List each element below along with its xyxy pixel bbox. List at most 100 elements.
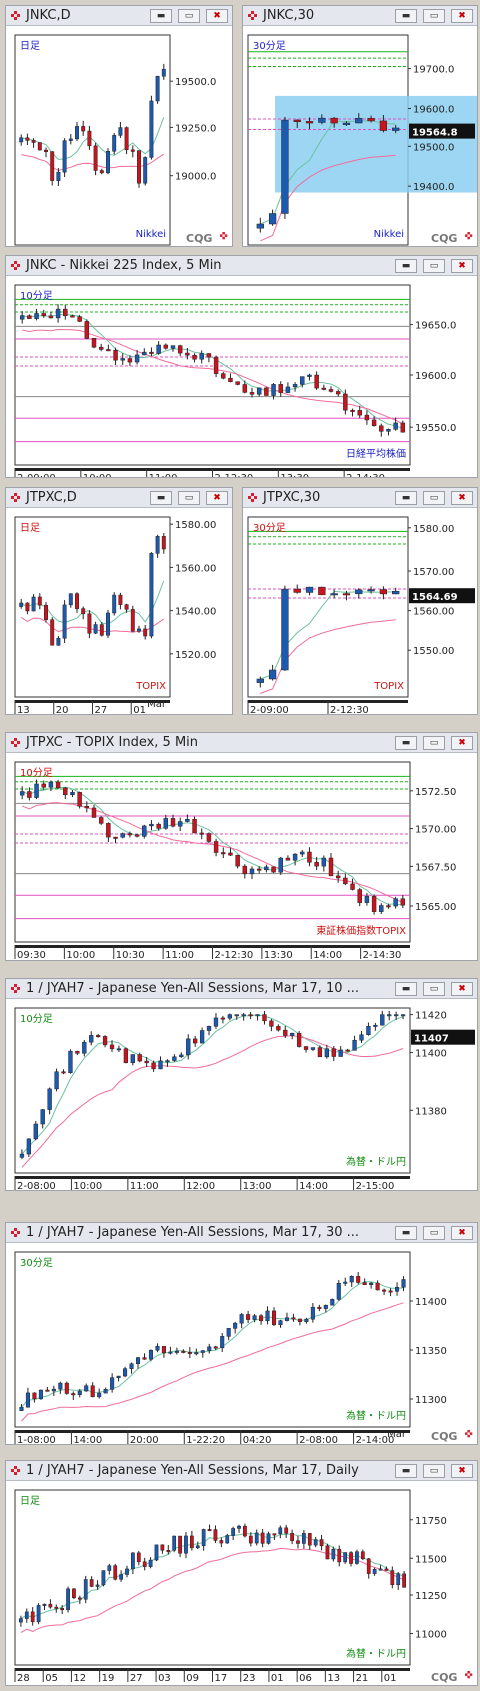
cqg-logo: CQG: [431, 1671, 473, 1684]
chart-window-jnkc-d[interactable]: JNKC,D▬▭✖日足NikkeiMar19500.019250.019000.…: [5, 5, 233, 247]
candle: [155, 1343, 160, 1353]
chart-window-jtpxc-5[interactable]: JTPXC - TOPIX Index, 5 Min ▬ ▭ ✖ 10分足 東証株価指数T…: [5, 732, 478, 961]
chart-window-jyah7-d[interactable]: 1 / JYAH7 - Japanese Yen-All Sessions, M…: [5, 1460, 478, 1686]
title-bar[interactable]: JTPXC,D ▬ ▭ ✖: [6, 488, 232, 508]
title-bar[interactable]: JNKC - Nikkei 225 Index, 5 Min ▬ ▭ ✖: [6, 256, 477, 276]
close-button[interactable]: ✖: [451, 491, 473, 505]
close-button[interactable]: ✖: [451, 982, 473, 996]
maximize-button[interactable]: ▭: [423, 1464, 445, 1478]
minimize-button[interactable]: ▬: [150, 491, 172, 505]
close-button[interactable]: ✖: [451, 1464, 473, 1478]
candle: [75, 1050, 80, 1056]
maximize-button[interactable]: ▭: [423, 1226, 445, 1240]
title-bar[interactable]: 1 / JYAH7 - Japanese Yen-All Sessions, M…: [6, 1461, 477, 1481]
candle: [137, 150, 141, 188]
y-axis-label: 19550.0: [415, 423, 456, 434]
candle: [366, 1558, 371, 1579]
title-bar[interactable]: JNKC,30 ▬ ▭ ✖: [243, 6, 477, 26]
candle: [112, 592, 117, 616]
close-button[interactable]: ✖: [451, 9, 473, 23]
close-button[interactable]: ✖: [451, 259, 473, 273]
title-bar[interactable]: JTPXC,30 ▬ ▭ ✖: [243, 488, 477, 508]
minimize-button[interactable]: ▬: [395, 491, 417, 505]
candle: [148, 1349, 154, 1362]
candle: [25, 133, 30, 146]
minimize-button[interactable]: ▬: [395, 259, 417, 273]
minimize-button[interactable]: ▬: [395, 1226, 417, 1240]
candle: [149, 95, 154, 160]
candle: [70, 314, 75, 318]
candle: [177, 344, 183, 357]
close-button[interactable]: ✖: [206, 491, 228, 505]
candle: [310, 1047, 316, 1051]
candle: [116, 1375, 121, 1382]
chart-window-jyah7-10[interactable]: 1 / JYAH7 - Japanese Yen-All Sessions, M…: [5, 978, 478, 1191]
chart-window-jyah7-30[interactable]: 1 / JYAH7 - Japanese Yen-All Sessions, M…: [5, 1222, 478, 1445]
plot-frame: [14, 1489, 411, 1666]
candle: [268, 664, 277, 681]
candle: [142, 348, 147, 356]
x-axis-label: 06: [299, 1673, 312, 1684]
maximize-button[interactable]: ▭: [423, 982, 445, 996]
candle: [25, 602, 30, 615]
candle: [249, 866, 255, 880]
candle: [151, 1060, 156, 1072]
close-button[interactable]: ✖: [206, 9, 228, 23]
window-title: JNKC - Nikkei 225 Index, 5 Min: [26, 258, 222, 273]
candle: [48, 1599, 53, 1609]
candle: [296, 1031, 302, 1048]
minimize-button[interactable]: ▬: [395, 1464, 417, 1478]
title-bar[interactable]: JTPXC - TOPIX Index, 5 Min ▬ ▭ ✖: [6, 733, 477, 753]
candle: [328, 852, 334, 877]
y-axis-label: 11380: [415, 1106, 447, 1117]
chart-window-jtpxc-d[interactable]: JTPXC,D ▬ ▭ ✖ 日足 TOPIX Mar 1580.00 1560.00 1540.0…: [5, 487, 233, 715]
last-price-tag: [411, 1029, 475, 1045]
chart-area[interactable]: 日足 TOPIX Mar 1580.00 1560.00 1540.00 1520.00 13…: [6, 509, 232, 715]
x-axis-label: 13:30: [280, 473, 309, 478]
maximize-button[interactable]: ▭: [423, 9, 445, 23]
month-label: Mar: [147, 699, 167, 710]
chart-area[interactable]: 30分足 Nikkei 19700.0 19600.0 19500.0 19400.0 19…: [243, 27, 477, 247]
title-bar[interactable]: 1 / JYAH7 - Japanese Yen-All Sessions, M…: [6, 1223, 477, 1243]
chart-window-jtpxc-30[interactable]: JTPXC,30 ▬ ▭ ✖ 30分足 TOPIX 1580.00 1570.00 1560.0…: [242, 487, 478, 715]
candle: [228, 847, 233, 857]
close-button[interactable]: ✖: [451, 736, 473, 750]
x-axis-label: 03: [158, 1673, 171, 1684]
instrument-label: TOPIX: [135, 681, 166, 692]
title-bar[interactable]: JNKC,D ▬ ▭ ✖: [6, 6, 232, 26]
svg-text:CQG: CQG: [431, 1671, 457, 1684]
chart-window-jnkc-30[interactable]: JNKC,30 ▬ ▭ ✖ 30分足 Nikkei 19700.0 19600.0 19500.…: [242, 5, 478, 247]
candle: [184, 1532, 188, 1559]
minimize-button[interactable]: ▬: [395, 9, 417, 23]
minimize-button[interactable]: ▬: [395, 982, 417, 996]
candle: [129, 1362, 134, 1374]
candle: [37, 142, 42, 151]
candle: [310, 1303, 315, 1323]
candle: [256, 676, 264, 688]
maximize-button[interactable]: ▭: [423, 491, 445, 505]
minimize-button[interactable]: ▬: [395, 736, 417, 750]
candle: [40, 1108, 45, 1129]
candle: [318, 114, 326, 125]
y-axis-label: 11750: [415, 1516, 447, 1527]
candle: [343, 1552, 348, 1564]
minimize-button[interactable]: ▬: [150, 9, 172, 23]
title-bar[interactable]: 1 / JYAH7 - Japanese Yen-All Sessions, M…: [6, 979, 477, 999]
candle: [392, 587, 400, 595]
candle: [68, 133, 73, 145]
maximize-button[interactable]: ▭: [423, 259, 445, 273]
close-button[interactable]: ✖: [451, 1226, 473, 1240]
maximize-button[interactable]: ▭: [423, 736, 445, 750]
chart-area[interactable]: 30分足 TOPIX 1580.00 1570.00 1560.00 1550.00 156…: [243, 509, 477, 715]
maximize-button[interactable]: ▭: [178, 491, 200, 505]
chart-window-jnkc-5[interactable]: JNKC - Nikkei 225 Index, 5 Min ▬ ▭ ✖ 10分足 日経平…: [5, 255, 478, 478]
candle: [91, 338, 97, 349]
maximize-button[interactable]: ▭: [178, 9, 200, 23]
candle: [99, 622, 104, 637]
